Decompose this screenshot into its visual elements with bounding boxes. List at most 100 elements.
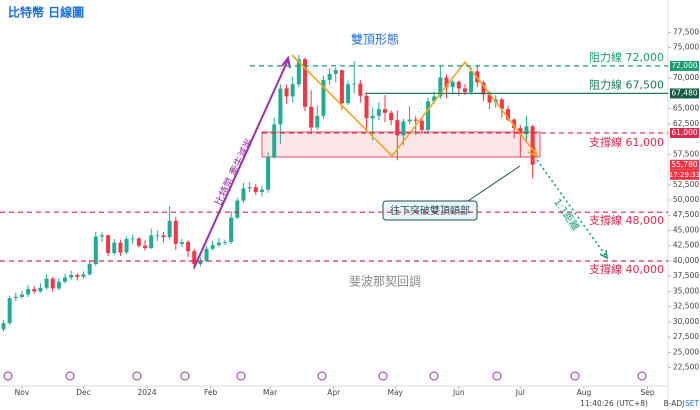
candle-body <box>321 79 326 116</box>
y-tick-label: 40,000 <box>673 256 699 265</box>
candle-body <box>426 101 431 130</box>
candle-body <box>198 260 203 265</box>
x-tick-label: Feb <box>204 388 218 397</box>
y-tick-label: 35,000 <box>673 286 699 295</box>
candle-body <box>315 115 320 128</box>
price-tag-label: 67,480 <box>671 88 697 97</box>
x-tick-label: Dec <box>76 388 91 397</box>
candle-body <box>302 59 307 107</box>
candle-body <box>333 70 338 74</box>
candle-body <box>143 245 148 249</box>
candle-body <box>229 217 234 243</box>
candle-body <box>327 73 332 80</box>
price-tag-label: 61,000 <box>671 128 697 137</box>
candle-body <box>192 251 197 265</box>
x-tick-label: Aug <box>577 388 592 397</box>
y-tick-label: 30,000 <box>673 317 699 326</box>
y-tick-label: 52,500 <box>673 180 699 189</box>
candle-body <box>444 77 449 88</box>
candle-body <box>69 274 74 278</box>
y-tick-label: 42,500 <box>673 241 699 250</box>
candle-body <box>438 77 443 97</box>
x-tick-label: Apr <box>327 388 341 397</box>
x-tick-label: 2024 <box>138 388 157 397</box>
candle-body <box>186 242 191 252</box>
candle-body <box>462 88 467 93</box>
candle-body <box>32 289 37 292</box>
candle-body <box>75 274 80 277</box>
candle-body <box>530 126 535 165</box>
level-label: 支撐線 48,000 <box>589 213 664 227</box>
drawings <box>193 54 608 269</box>
double-top-line <box>291 54 537 158</box>
level-label: 支撐線 61,000 <box>589 135 664 149</box>
candle-body <box>179 242 184 244</box>
candle-body <box>155 235 160 237</box>
footer-time: 11:40:26 (UTC+8) <box>580 399 648 408</box>
x-tick-label: Sep <box>640 388 654 397</box>
candle-body <box>339 70 344 104</box>
y-tick-label: 75,000 <box>673 43 699 52</box>
candle-body <box>161 235 166 238</box>
candle-body <box>382 109 387 113</box>
candle-body <box>38 287 43 292</box>
y-tick-label: 70,000 <box>673 73 699 82</box>
candle-body <box>432 96 437 102</box>
y-tick-label: 57,500 <box>673 149 699 158</box>
price-tag <box>670 127 699 138</box>
price-tag-label: 72,000 <box>671 61 697 70</box>
candle-body <box>56 281 61 289</box>
candle-body <box>247 187 252 189</box>
candle-body <box>296 59 301 85</box>
y-tick-label: 77,500 <box>673 27 699 36</box>
price-tag <box>670 60 699 71</box>
candle-body <box>106 235 111 254</box>
candle-body <box>87 264 92 275</box>
y-tick-label: 50,000 <box>673 195 699 204</box>
candle-body <box>364 95 369 119</box>
candle-body <box>469 71 474 93</box>
candle-body <box>118 242 123 253</box>
candle-body <box>278 88 283 125</box>
breakout-label: 往下突破雙頂頸部 <box>390 204 470 217</box>
candle-body <box>216 242 221 246</box>
x-tick-label: Mar <box>263 388 278 397</box>
candle-body <box>167 220 172 238</box>
y-tick-label: 65,000 <box>673 104 699 113</box>
candle-body <box>376 109 381 116</box>
candle-body <box>506 109 511 120</box>
candle-body <box>499 99 504 110</box>
level-label: 阻力線 72,000 <box>589 50 664 64</box>
candle-body <box>524 126 529 135</box>
candle-body <box>266 157 271 190</box>
candle-body <box>487 94 492 103</box>
candle-body <box>99 235 104 237</box>
candle-body <box>19 294 24 297</box>
candle-body <box>130 238 135 240</box>
candle-body <box>395 120 400 136</box>
candle-body <box>241 188 246 201</box>
price-tag <box>670 88 699 99</box>
candle-body <box>419 120 424 130</box>
pattern-label: 雙頂形態 <box>351 32 399 47</box>
candle-body <box>124 239 129 253</box>
candle-body <box>370 115 375 119</box>
candle-body <box>284 88 289 97</box>
price-tag <box>670 159 699 170</box>
candle-body <box>13 296 18 299</box>
price-tag-label: 55,780 <box>671 160 697 169</box>
y-tick-label: 62,500 <box>673 119 699 128</box>
footer-set[interactable]: SET <box>685 399 699 408</box>
candle-body <box>204 248 209 261</box>
footer-adj[interactable]: B-ADJ <box>664 399 685 408</box>
candle-body <box>93 236 98 265</box>
candle-body <box>223 242 228 243</box>
candle-body <box>50 278 55 289</box>
arrow-head <box>527 146 539 158</box>
candle-body <box>518 128 523 135</box>
candle-body <box>389 112 394 121</box>
candle-body <box>450 81 455 88</box>
callout-box <box>382 200 478 221</box>
chart-title: 比特幣 日線圖 <box>8 5 84 20</box>
